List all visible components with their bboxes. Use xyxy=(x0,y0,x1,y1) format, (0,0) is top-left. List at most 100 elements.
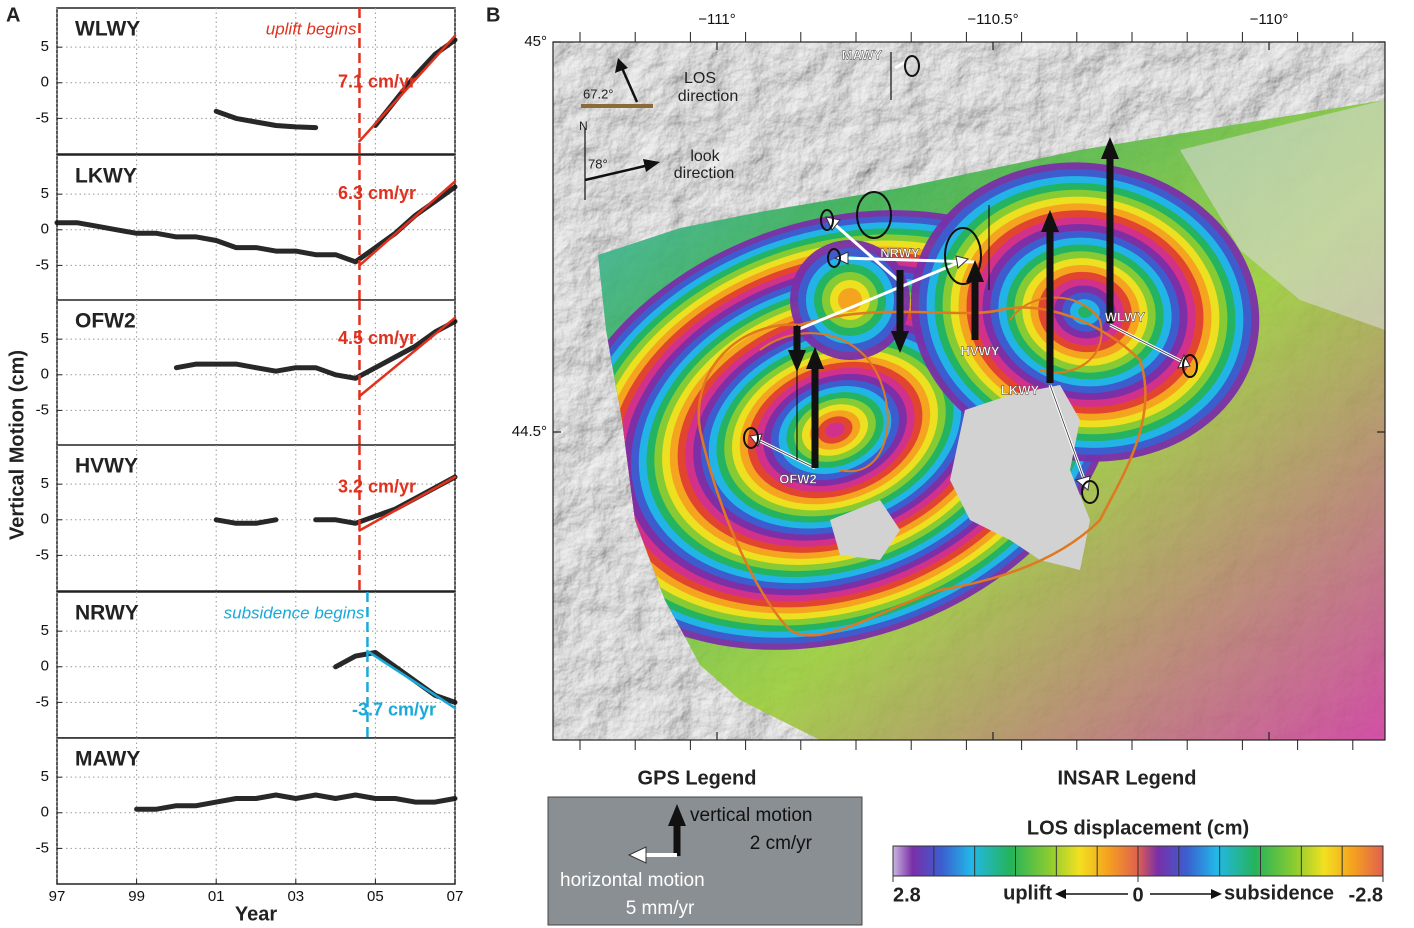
panel-frame xyxy=(56,737,456,885)
lake xyxy=(950,385,1090,570)
colorbar-arrow-head xyxy=(1055,889,1066,899)
legend-horizontal-head xyxy=(627,846,647,864)
station-name: MAWY xyxy=(75,748,140,771)
rate-label: 7.1 cm/yr xyxy=(338,72,416,92)
station-label: WLWY xyxy=(1105,309,1146,324)
look-arrow-head xyxy=(643,159,660,172)
legend-text: 2 cm/yr xyxy=(750,833,813,854)
y-tick-label: 5 xyxy=(41,38,49,55)
x-tick-label: 05 xyxy=(367,888,384,905)
rate-label: 4.5 cm/yr xyxy=(338,328,416,348)
event-label: subsidence begins xyxy=(224,603,365,622)
x-tick-label: 07 xyxy=(447,888,464,905)
trend-line xyxy=(358,316,457,398)
station-name: NRWY xyxy=(75,602,139,625)
legend-text: 5 mm/yr xyxy=(626,898,695,919)
lon-tick-label: −110° xyxy=(1250,11,1289,28)
legend-text: horizontal motion xyxy=(560,870,705,891)
panel-label: B xyxy=(486,4,500,26)
panel-b: 67.2° LOS direction N 78° look direction… xyxy=(486,4,1386,926)
panel-frame xyxy=(56,444,456,592)
lat-tick-label: 44.5° xyxy=(512,423,547,440)
colorbar-title: LOS displacement (cm) xyxy=(1027,817,1249,839)
rate-label: 6.3 cm/yr xyxy=(338,183,416,203)
lon-tick-label: −110.5° xyxy=(967,11,1018,28)
station-label: NRWY xyxy=(880,245,920,260)
x-tick-label: 99 xyxy=(128,888,145,905)
gps-legend-title: GPS Legend xyxy=(638,767,757,789)
los-angle: 67.2° xyxy=(583,86,614,101)
y-tick-label: 0 xyxy=(41,804,49,821)
colorbar-tick-label: 0 xyxy=(1132,884,1143,906)
x-tick-label: 03 xyxy=(287,888,304,905)
y-tick-label: 5 xyxy=(41,475,49,492)
y-tick-label: 0 xyxy=(41,74,49,91)
horizontal-vector xyxy=(894,60,906,70)
legend-text: vertical motion xyxy=(690,805,813,826)
y-tick-label: 5 xyxy=(41,330,49,347)
los-label: direction xyxy=(678,88,738,105)
error-bars xyxy=(796,52,990,460)
x-tick-label: 97 xyxy=(49,888,66,905)
legend-vertical-head xyxy=(668,804,686,826)
resurgent-dome xyxy=(1009,296,1103,374)
los-label: LOS xyxy=(684,70,716,87)
y-tick-label: 0 xyxy=(41,658,49,675)
y-tick-label: -5 xyxy=(36,109,49,126)
look-angle: 78° xyxy=(588,156,608,171)
trend-line xyxy=(366,649,457,710)
colorbar-tick-label: 2.8 xyxy=(893,884,921,906)
north-label: N xyxy=(579,119,588,133)
station-label: MAWY xyxy=(842,47,883,62)
y-tick-label: -5 xyxy=(36,693,49,710)
horizontal-vector xyxy=(831,220,901,284)
map-frame xyxy=(552,41,1386,741)
panel-frame xyxy=(56,154,456,302)
horizontal-vector xyxy=(796,260,961,332)
station-name: LKWY xyxy=(75,165,137,188)
resurgent-dome xyxy=(759,332,889,473)
lake xyxy=(830,500,900,560)
los-arrow xyxy=(620,67,639,103)
look-label: look xyxy=(690,148,720,165)
event-label: uplift begins xyxy=(266,19,357,38)
lat-tick-label: 45° xyxy=(524,33,547,50)
lon-tick-label: −111° xyxy=(698,11,736,28)
y-tick-label: 5 xyxy=(41,768,49,785)
gps-series xyxy=(173,318,458,381)
gps-vectors xyxy=(743,52,1198,504)
gps-series xyxy=(54,184,458,265)
y-tick-label: -5 xyxy=(36,256,49,273)
trend-line xyxy=(358,475,457,532)
los-arrow-head xyxy=(615,58,628,73)
error-ellipses xyxy=(743,55,1198,504)
horizontal-vector xyxy=(841,256,976,264)
station-label: LKWY xyxy=(1001,382,1040,397)
y-tick-label: -5 xyxy=(36,839,49,856)
station-name: HVWY xyxy=(75,455,138,478)
insar-legend-title: INSAR Legend xyxy=(1058,767,1197,789)
trend-line xyxy=(358,180,457,267)
arrow-heads xyxy=(749,216,1191,491)
station-name: OFW2 xyxy=(75,310,136,333)
colorbar-dividers xyxy=(933,846,1343,876)
relief-patch xyxy=(1180,100,1385,330)
y-tick-label: 0 xyxy=(41,366,49,383)
look-arrow xyxy=(584,164,646,182)
colorbar-tick-label: -2.8 xyxy=(1349,884,1383,906)
y-tick-label: 5 xyxy=(41,622,49,639)
colorbar-word: subsidence xyxy=(1224,882,1334,904)
look-label: direction xyxy=(674,165,734,182)
gps-series xyxy=(134,792,458,812)
fringe xyxy=(825,422,845,438)
x-tick-label: 01 xyxy=(208,888,225,905)
y-tick-label: -5 xyxy=(36,546,49,563)
rate-label: -3.7 cm/yr xyxy=(352,700,436,720)
horizontal-vectors-outline xyxy=(757,324,1184,483)
y-tick-label: 0 xyxy=(41,221,49,238)
station-label: HVWY xyxy=(961,343,1000,358)
rate-label: 3.2 cm/yr xyxy=(338,476,416,496)
y-tick-label: 0 xyxy=(41,511,49,528)
